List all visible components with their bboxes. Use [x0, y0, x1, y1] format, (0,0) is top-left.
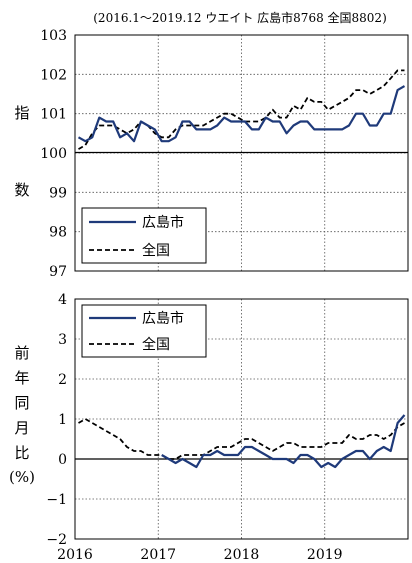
yoy-chart: −2 −1 0 1 2 3 4 2016 2017 2018 2019 前 年 同 月 比 (%)…: [9, 292, 409, 563]
index-legend-box: [81, 207, 207, 264]
y-tick-label: −1: [46, 492, 67, 508]
yoy-legend-label-hiroshima: 広島市: [142, 310, 184, 327]
y-tick-label: 3: [58, 332, 67, 348]
y-tick-label: 102: [40, 67, 67, 83]
yoy-ylabel-2: 年: [14, 369, 29, 387]
y-tick-label: 98: [49, 225, 67, 241]
x-tick-label: 2019: [307, 547, 343, 563]
chart-note: (2016.1～2019.12 ウエイト 広島市8768 全国8802): [93, 10, 387, 25]
y-tick-label: 100: [40, 146, 67, 162]
x-tick-label: 2018: [224, 547, 260, 563]
yoy-y-ticks: −2 −1 0 1 2 3 4: [46, 292, 67, 548]
x-tick-label: 2016: [57, 547, 93, 563]
index-legend-label-national: 全国: [142, 242, 170, 259]
yoy-legend-box: [81, 304, 207, 358]
index-legend-label-hiroshima: 広島市: [142, 214, 184, 231]
y-tick-label: 101: [40, 107, 67, 123]
yoy-ylabel-6: (%): [9, 468, 35, 486]
series-line-hiroshima-1: [161, 414, 406, 469]
yoy-ylabel-5: 比: [14, 444, 29, 462]
index-series-lines: [77, 69, 406, 150]
yoy-ylabel-1: 前: [14, 344, 29, 362]
yoy-x-ticks: 2016 2017 2018 2019: [57, 547, 342, 563]
yoy-series-lines: [78, 414, 406, 469]
index-legend: 広島市 全国: [81, 207, 207, 264]
y-tick-label: 2: [58, 372, 67, 388]
index-y-ticks: 97 98 99 100 101 102 103: [40, 28, 67, 280]
y-tick-label: 1: [58, 412, 67, 428]
index-ylabel-1: 指: [14, 104, 29, 122]
yoy-plot-area: [74, 298, 409, 540]
y-tick-label: 4: [58, 292, 67, 308]
y-tick-label: 0: [58, 452, 67, 468]
series-line-hiroshima-0: [77, 85, 406, 143]
y-tick-label: 99: [49, 185, 67, 201]
index-chart: 97 98 99 100 101 102 103 指 数 広島市 全国: [14, 28, 409, 280]
index-ylabel-2: 数: [14, 181, 29, 199]
yoy-legend-label-national: 全国: [142, 336, 170, 353]
yoy-ylabel-4: 月: [14, 419, 29, 437]
y-tick-label: 103: [40, 28, 67, 44]
series-line-national-0: [78, 69, 405, 150]
y-tick-label: −2: [46, 532, 67, 548]
yoy-legend: 広島市 全国: [81, 304, 207, 358]
y-tick-label: 97: [49, 264, 67, 280]
x-tick-label: 2017: [140, 547, 176, 563]
yoy-ylabel-3: 同: [14, 394, 29, 412]
series-line-national-1: [78, 418, 405, 460]
